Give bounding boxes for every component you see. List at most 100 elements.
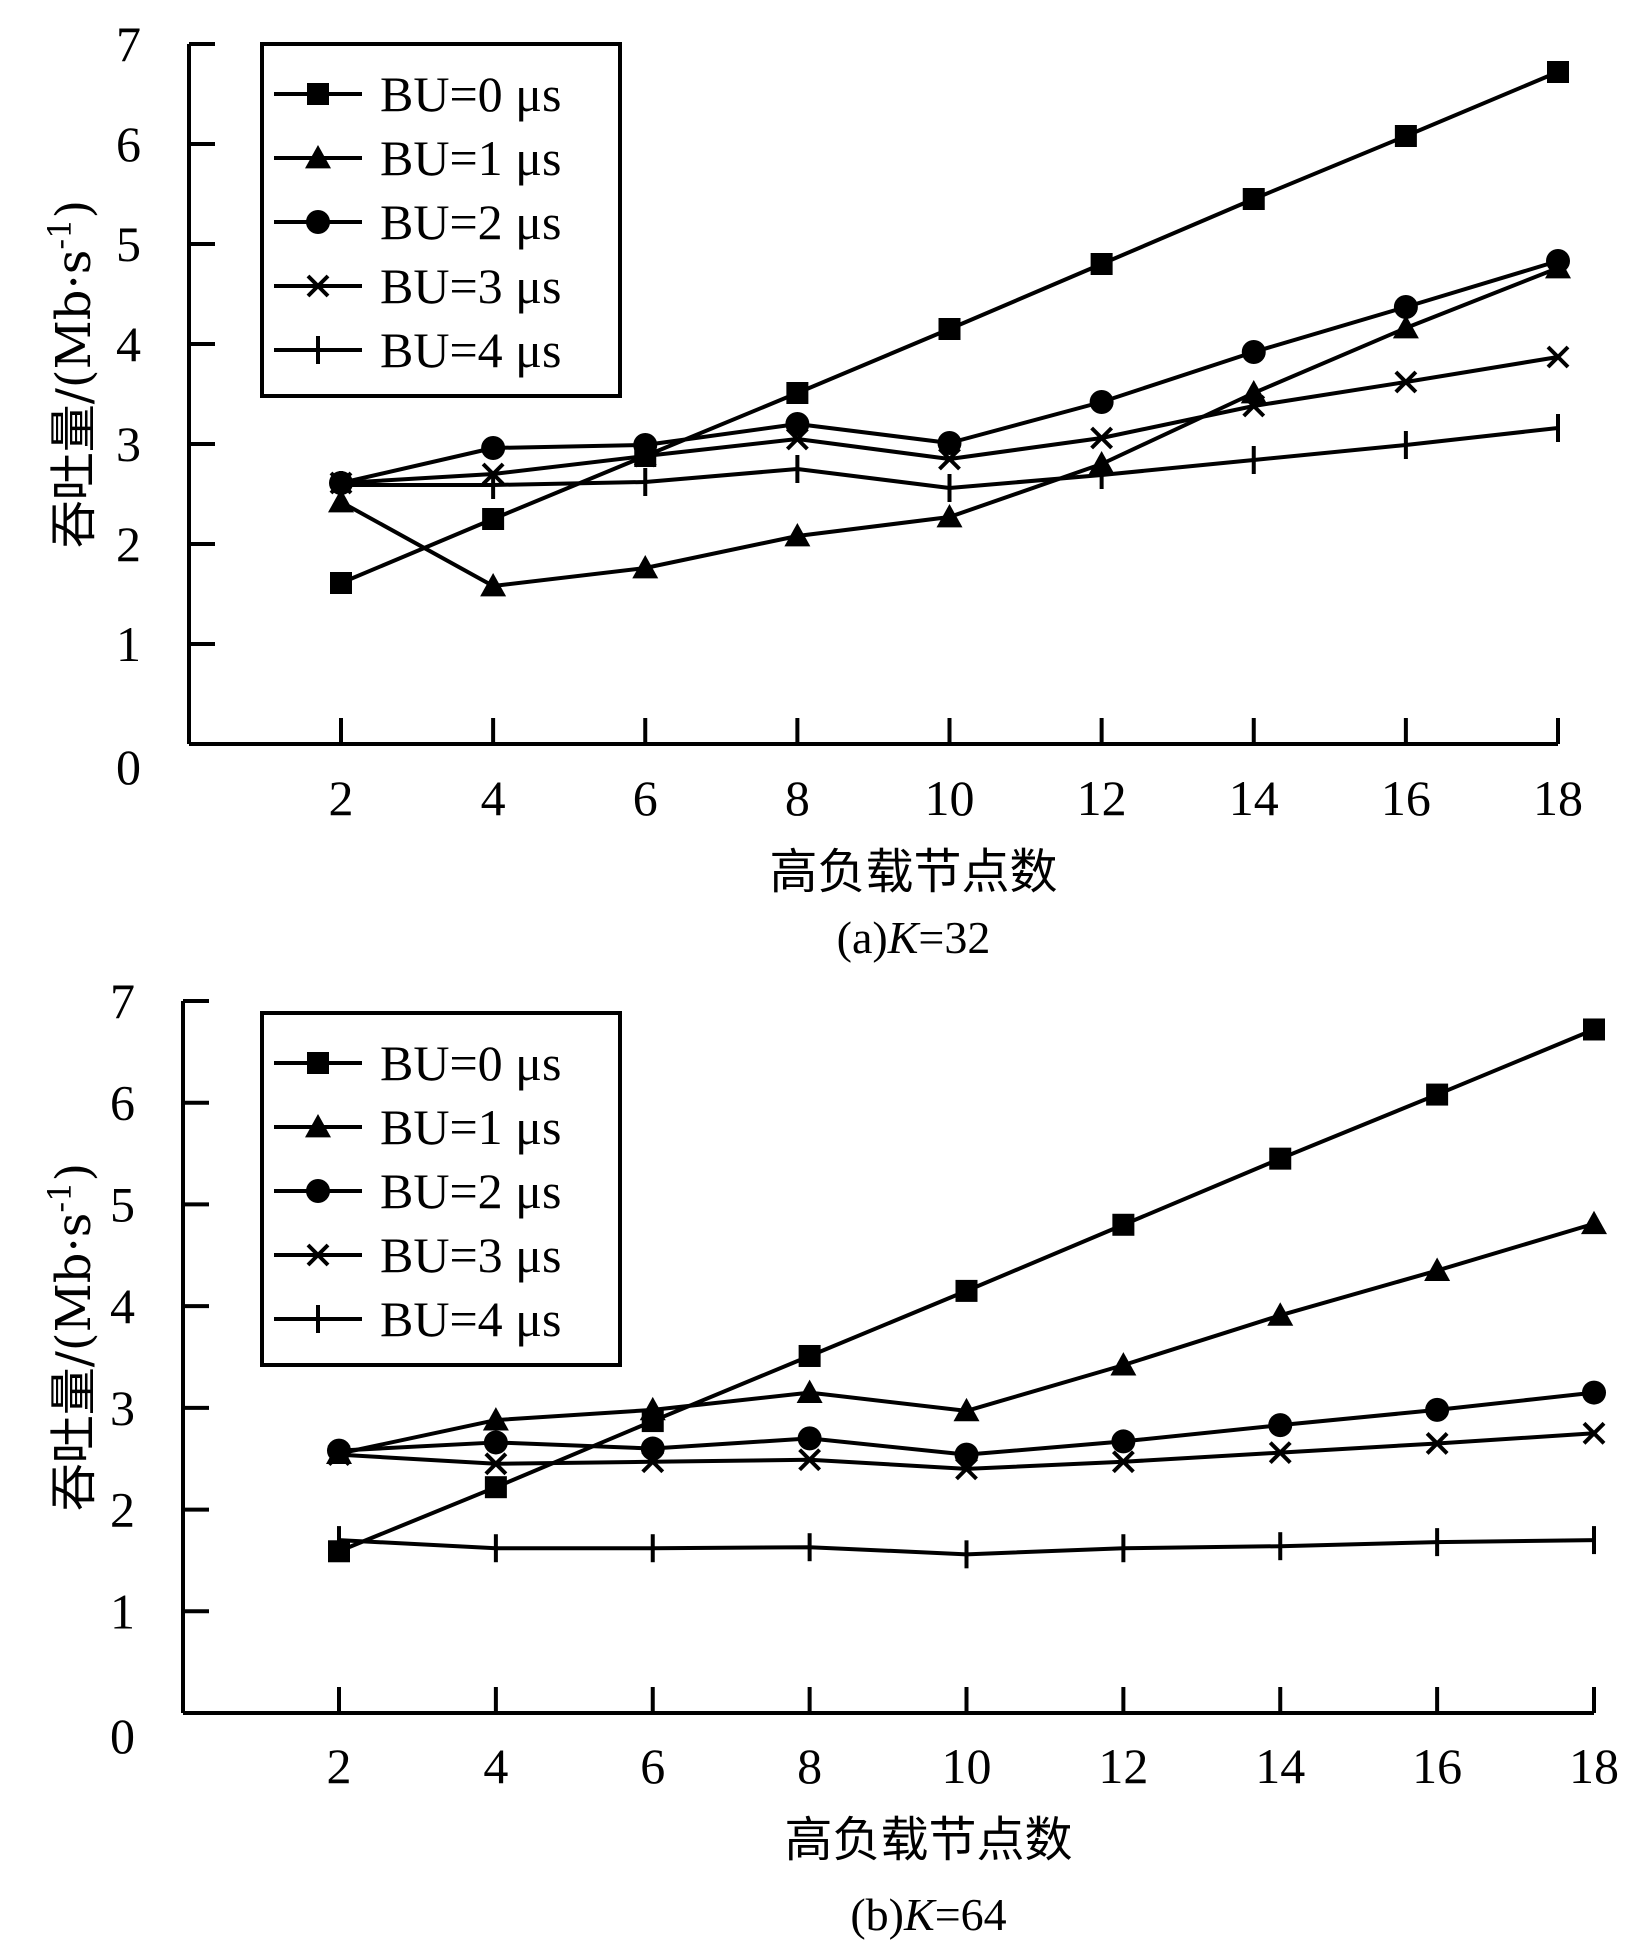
chart-b-point-bu3-x [484, 1452, 508, 1476]
chart-b-y-tick-label: 6 [110, 1075, 135, 1131]
chart-a-legend-label: BU=1 μs [380, 130, 561, 186]
chart-b-y-title-sup: -1 [41, 1181, 79, 1212]
chart-a-x-tick-label: 4 [481, 770, 506, 826]
chart-a-legend-marker-square-icon [307, 83, 329, 105]
chart-b-point-bu2-circle [327, 1438, 351, 1463]
chart-b-legend-item: BU=0 μs [274, 1035, 561, 1091]
chart-b-y-tick-label: 4 [110, 1278, 135, 1334]
chart-a-point-bu2-circle [1089, 390, 1114, 414]
chart-a-point-bu1-triangle [328, 489, 354, 513]
chart-b-caption-value: =64 [935, 1889, 1007, 1940]
chart-b-legend-marker-triangle-icon [305, 1114, 331, 1138]
chart-a-point-bu0-square [482, 508, 505, 530]
chart-a-caption-prefix: (a) [837, 912, 888, 963]
chart-b-x-tick-label: 10 [942, 1738, 992, 1794]
chart-b-y-tick-label: 5 [110, 1176, 135, 1232]
chart-b-legend-marker-circle-icon [306, 1179, 330, 1203]
chart-a-point-bu2-circle [937, 431, 962, 455]
chart-b-y-axis-title: 吞吐量/(Mb·s-1) [41, 1163, 102, 1512]
chart-a-point-bu1-triangle [936, 504, 963, 528]
chart-a-point-bu0-square [938, 318, 961, 340]
chart-a-legend-label: BU=2 μs [380, 194, 561, 250]
chart-b-point-bu2-circle [1111, 1429, 1136, 1454]
chart-b-x-tick-label: 8 [797, 1738, 822, 1794]
chart-b-point-bu1-triangle [639, 1396, 666, 1421]
chart-a-legend-marker-x-icon [306, 274, 330, 298]
chart-b-x-tick-label: 6 [640, 1738, 665, 1794]
chart-a-legend-item: BU=3 μs [274, 258, 561, 314]
chart-b-legend-label: BU=1 μs [380, 1099, 561, 1155]
chart-b-legend-marker-x-icon [306, 1243, 330, 1267]
chart-b-point-bu1-triangle [1424, 1257, 1451, 1281]
chart-a-x-axis-title: 高负载节点数 [769, 844, 1057, 900]
chart-a-y-tick-label: 7 [116, 16, 141, 72]
chart-a-point-bu0-square [330, 572, 352, 594]
chart-a-y-title-main: 吞吐量/(Mb·s [46, 250, 102, 549]
chart-a-caption: (a)K=32 [837, 912, 991, 963]
chart-b-point-bu3-x [641, 1450, 665, 1474]
chart-a-caption-var: K [887, 912, 921, 963]
chart-a-point-bu0-square [1394, 125, 1417, 147]
chart-b-x-tick-label: 16 [1412, 1738, 1462, 1794]
chart-b-point-bu2-circle [1425, 1397, 1450, 1422]
chart-b-legend-label: BU=4 μs [380, 1291, 561, 1347]
chart-b-legend-item: BU=1 μs [274, 1099, 561, 1155]
chart-b-point-bu3-x [1425, 1432, 1449, 1455]
chart-b-point-bu3-x [955, 1457, 978, 1481]
chart-b-point-bu1-triangle [1267, 1302, 1294, 1326]
chart-a-legend-label: BU=0 μs [380, 66, 561, 122]
chart-a-legend-item: BU=4 μs [274, 322, 561, 378]
chart-a-legend-marker-triangle-icon [305, 145, 331, 169]
chart-b-point-bu2-circle [483, 1430, 508, 1455]
chart-b-legend-label: BU=2 μs [380, 1163, 561, 1219]
chart-b-point-bu1-triangle [1110, 1352, 1137, 1376]
chart-a-x-tick-label: 6 [633, 770, 658, 826]
chart-b-legend-item: BU=2 μs [274, 1163, 561, 1219]
chart-a-y-tick-label: 3 [116, 416, 141, 472]
chart-a-y-tick-label: 4 [116, 316, 141, 372]
chart-a-point-bu0-square [786, 382, 809, 404]
chart-b-legend-marker-square-icon [307, 1052, 329, 1074]
chart-b-point-bu3-x [1582, 1421, 1606, 1445]
chart-a-x-tick-label: 16 [1381, 770, 1431, 826]
chart-b-x-tick-labels: 2 4 6 8 10 12 14 16 18 [327, 1738, 1620, 1794]
chart-a-y-title-close: ) [46, 200, 102, 219]
chart-a-y-tick-label: 5 [116, 216, 141, 272]
chart-b-legend: BU=0 μs BU=1 μs BU=2 μs BU=3 μs BU=4 μs [260, 1011, 622, 1367]
chart-a-y-tick-label: 2 [116, 516, 141, 572]
chart-b-point-bu3-x [798, 1448, 822, 1472]
chart-b-y-tick-label: 0 [110, 1708, 135, 1764]
chart-a-point-bu1-triangle [784, 523, 811, 547]
chart-a-point-bu2-circle [481, 436, 506, 460]
chart-b-point-bu2-circle [1582, 1380, 1606, 1405]
chart-b-y-tick-label: 3 [110, 1380, 135, 1436]
chart-b-point-bu0-square [1112, 1213, 1135, 1236]
chart-b-y-tick-label: 2 [110, 1482, 135, 1538]
chart-a-point-bu3-x [1242, 394, 1266, 418]
chart-b-legend-item: BU=3 μs [274, 1227, 561, 1283]
chart-a-x-tick-label: 2 [329, 770, 354, 826]
chart-a-y-tick-label: 6 [116, 116, 141, 172]
chart-b-point-bu0-square [955, 1279, 978, 1302]
chart-a-x-tick-label: 14 [1229, 770, 1279, 826]
chart-b-x-axis-title: 高负载节点数 [784, 1812, 1072, 1868]
chart-a-point-bu2-circle [1393, 295, 1418, 319]
chart-a-x-tick-labels: 2 4 6 8 10 12 14 16 18 [329, 770, 1584, 826]
chart-a-point-bu1-triangle [480, 573, 507, 597]
chart-a-point-bu3-x [633, 444, 657, 468]
chart-a-point-bu0-square [1242, 188, 1265, 210]
chart-a-point-bu3-x [785, 427, 809, 451]
chart-a-point-bu3-x [938, 447, 961, 471]
chart-a-legend-label: BU=4 μs [380, 322, 561, 378]
chart-a-point-bu3-x [1394, 370, 1418, 394]
chart-b-legend-label: BU=0 μs [380, 1035, 561, 1091]
chart-b-point-bu2-circle [797, 1426, 822, 1451]
chart-a-y-tick-labels: 0 1 2 3 4 5 6 7 [116, 16, 141, 795]
chart-a-point-bu1-triangle [1240, 380, 1267, 404]
chart-a-legend-marker-circle-icon [306, 210, 330, 234]
chart-a-x-tick-label: 12 [1077, 770, 1127, 826]
chart-a-point-bu2-circle [1546, 249, 1570, 273]
chart-b-caption-var: K [903, 1889, 937, 1940]
chart-b-legend-label: BU=3 μs [380, 1227, 561, 1283]
